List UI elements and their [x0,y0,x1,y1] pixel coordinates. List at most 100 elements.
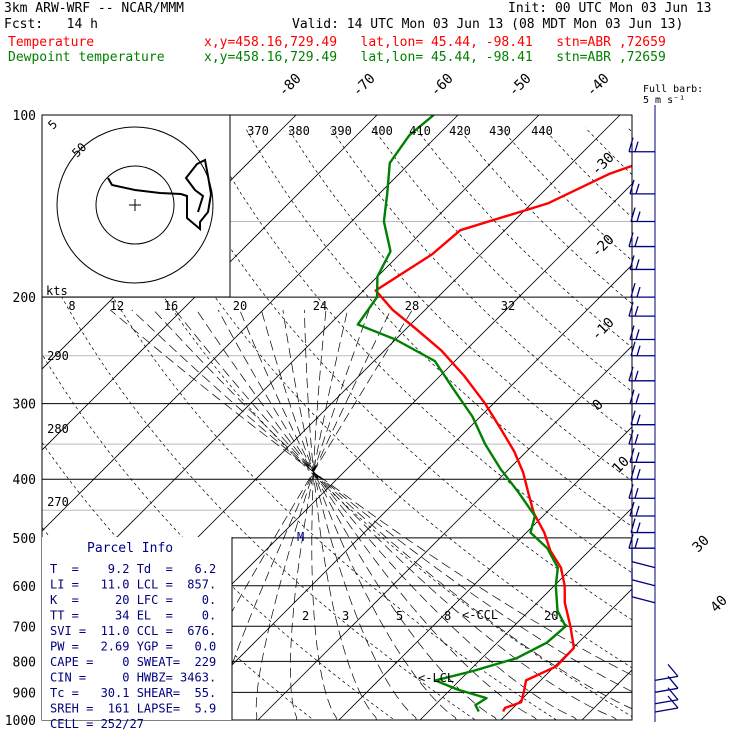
pressure-label: 600 [13,580,36,595]
isotherm-label: -50 [506,71,535,100]
isotherm-line [42,115,540,613]
moist-adiabat-line [311,309,337,720]
parcel-info-row: CELL = 252/27 [50,717,144,731]
isotherm-label: -70 [350,71,379,100]
isotherm-line [731,87,740,733]
isotherm-label: -30 [589,150,618,179]
wind-barb-flag [634,141,639,152]
wind-barb-flag [630,465,636,480]
level-label: <-LCL [418,671,454,685]
wind-barb-flag [634,488,639,499]
dry-adiabat-line [372,127,632,392]
dry-adiabat-line [202,127,632,574]
wind-barb-flag [636,286,641,298]
theta-label: 390 [330,124,352,138]
mixing-ratio-label: 32 [501,299,515,313]
hodograph-box [41,114,231,298]
theta-label: 280 [47,422,69,436]
moist-adiabat-line [290,309,348,720]
pressure-label: 400 [13,473,36,488]
wind-barb-flag [628,534,634,549]
isotherm-line [176,264,632,720]
dry-adiabat-line [159,127,632,621]
hodograph-units-label: kts [46,284,68,298]
level-label: 8 [444,609,451,623]
wind-barb-flag [630,282,636,298]
parcel-info-title: Parcel Info [87,541,173,556]
wind-barb-flag [630,410,636,425]
isotherm-label: 40 [708,593,731,616]
wind-barb-shaft [654,707,679,713]
moist-adiabat-line [153,309,632,710]
wind-barb-flag [628,232,634,247]
dry-adiabat-line [74,127,632,718]
parcel-info-row: PW = 2.69 YGP = 0.0 [50,640,216,654]
wind-barb-flag [628,484,634,499]
moist-adiabat-line [215,309,392,720]
dry-adiabat-line [244,127,632,527]
wind-barb-flag [629,255,635,270]
mixing-ratio-label: 20 [233,299,247,313]
wind-barb-flag [667,675,679,689]
isotherm-label: 30 [690,533,713,556]
parcel-info-row: K = 20 LFC = 0. [50,593,216,607]
wind-barb-flag [628,429,634,445]
wind-barb-flag [635,329,640,340]
moist-adiabat-line [217,309,538,720]
wind-barb-flag [636,469,641,480]
wind-barb-flag [629,448,635,463]
parcel-info-row: T = 9.2 Td = 6.2 [50,562,216,576]
wind-barb-shaft [631,579,656,587]
dry-adiabat-line [585,127,632,176]
isotherm-label: 10 [610,454,633,477]
level-label: 3 [342,609,349,623]
dry-adiabat-line [287,127,632,482]
wind-barb-flag [629,325,635,340]
wind-barb-flag [667,687,679,701]
dry-adiabat-line [500,127,632,261]
wind-barb-flag [634,433,639,445]
mixing-ratio-label: 24 [313,299,327,313]
parcel-info-panel [42,537,232,720]
wind-barb-shaft [631,596,656,604]
theta-label: 400 [371,124,393,138]
wind-barb-flag [636,522,641,533]
level-label: 2 [302,609,309,623]
isotherm-label: -60 [428,71,457,100]
plot-frame [41,114,633,721]
temperature-profile-line [374,164,632,713]
dewpoint-location: x,y=458.16,729.49 lat,lon= 45.44, -98.41… [204,50,666,65]
wind-barb-flag [629,389,635,404]
temperature-location: x,y=458.16,729.49 lat,lon= 45.44, -98.41… [204,35,666,50]
wind-barb-shaft [654,699,679,705]
wind-barb-flag [634,305,639,317]
moist-adiabat-line [239,309,498,720]
wind-barb-flag [628,301,634,317]
theta-label: 420 [449,124,471,138]
mixing-ratio-label: 8 [68,299,75,313]
forecast-hour: Fcst: 14 h [4,17,98,32]
dry-adiabat-line [627,127,632,133]
dry-adiabat-line [42,258,477,720]
pressure-label: 800 [13,655,36,670]
wind-barb-flag [634,370,639,381]
wind-barb-flag [628,366,634,381]
pressure-label: 900 [13,686,36,701]
hodograph-ring [56,126,214,284]
isotherm-label: 0 [590,397,607,414]
isotherm-line [500,588,632,720]
dry-adiabat-line [670,128,740,733]
isotherm-line [650,87,740,733]
mixing-ratio-label: 16 [164,299,178,313]
moist-adiabat-line [282,309,417,720]
parcel-info-row: LI = 11.0 LCL = 857. [50,578,216,592]
dry-adiabat-line [117,127,632,669]
wind-barb-flag [667,695,679,709]
moist-adiabat-line [175,309,413,720]
barb-legend-units: 5 m s⁻¹ [643,95,685,106]
mixing-ratio-label: 12 [110,299,124,313]
parcel-info-row: SVI = 11.0 CCL = 676. [50,624,216,638]
parcel-info-row: CIN = 0 HWBZ= 3463. [50,671,216,685]
theta-label: 410 [409,124,431,138]
